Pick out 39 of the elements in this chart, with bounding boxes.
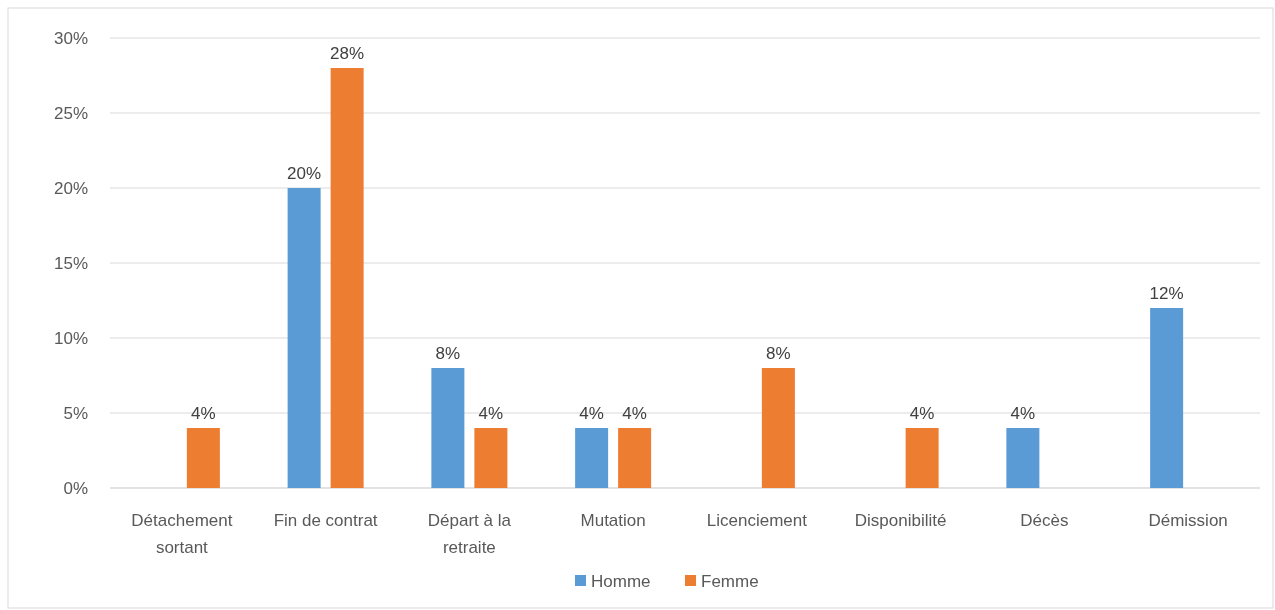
bar	[330, 68, 364, 488]
bar	[1150, 308, 1184, 488]
bar	[618, 428, 652, 488]
y-tick-label: 30%	[53, 28, 88, 48]
y-tick-label: 10%	[53, 328, 88, 348]
data-label: 20%	[287, 164, 322, 183]
legend-label: Femme	[701, 571, 759, 591]
bar	[186, 428, 220, 488]
y-tick-label: 20%	[53, 178, 88, 198]
data-label: 4%	[622, 404, 647, 423]
bar	[287, 188, 321, 488]
bar	[474, 428, 508, 488]
data-label: 4%	[1010, 404, 1036, 423]
x-tick-label: Démission	[1148, 511, 1228, 530]
data-label: 28%	[330, 44, 365, 63]
data-label: 12%	[1149, 284, 1184, 303]
bar	[905, 428, 939, 488]
data-label: 4%	[191, 404, 216, 423]
y-tick-label: 0%	[63, 478, 88, 498]
data-label: 4%	[478, 404, 504, 423]
x-tick-label: Mutation	[580, 511, 646, 530]
y-tick-label: 5%	[63, 403, 88, 423]
y-tick-label: 25%	[53, 103, 88, 123]
bar	[1006, 428, 1040, 488]
x-tick-label: Décès	[1020, 511, 1069, 530]
data-label: 4%	[579, 404, 604, 423]
x-tick-label: Licenciement	[706, 511, 808, 530]
x-tick-label: Disponibilité	[854, 511, 947, 530]
legend-label: Homme	[591, 571, 651, 591]
data-label: 8%	[435, 344, 461, 363]
x-tick-label: Départ à la retraite	[427, 511, 512, 557]
data-label: 8%	[766, 344, 791, 363]
y-tick-label: 15%	[53, 253, 88, 273]
x-tick-label: Fin de contrat	[273, 511, 378, 530]
data-label: 4%	[909, 404, 935, 423]
bar	[761, 368, 795, 488]
x-tick-label: Détachement sortant	[131, 511, 233, 557]
bar	[575, 428, 609, 488]
bar	[431, 368, 465, 488]
